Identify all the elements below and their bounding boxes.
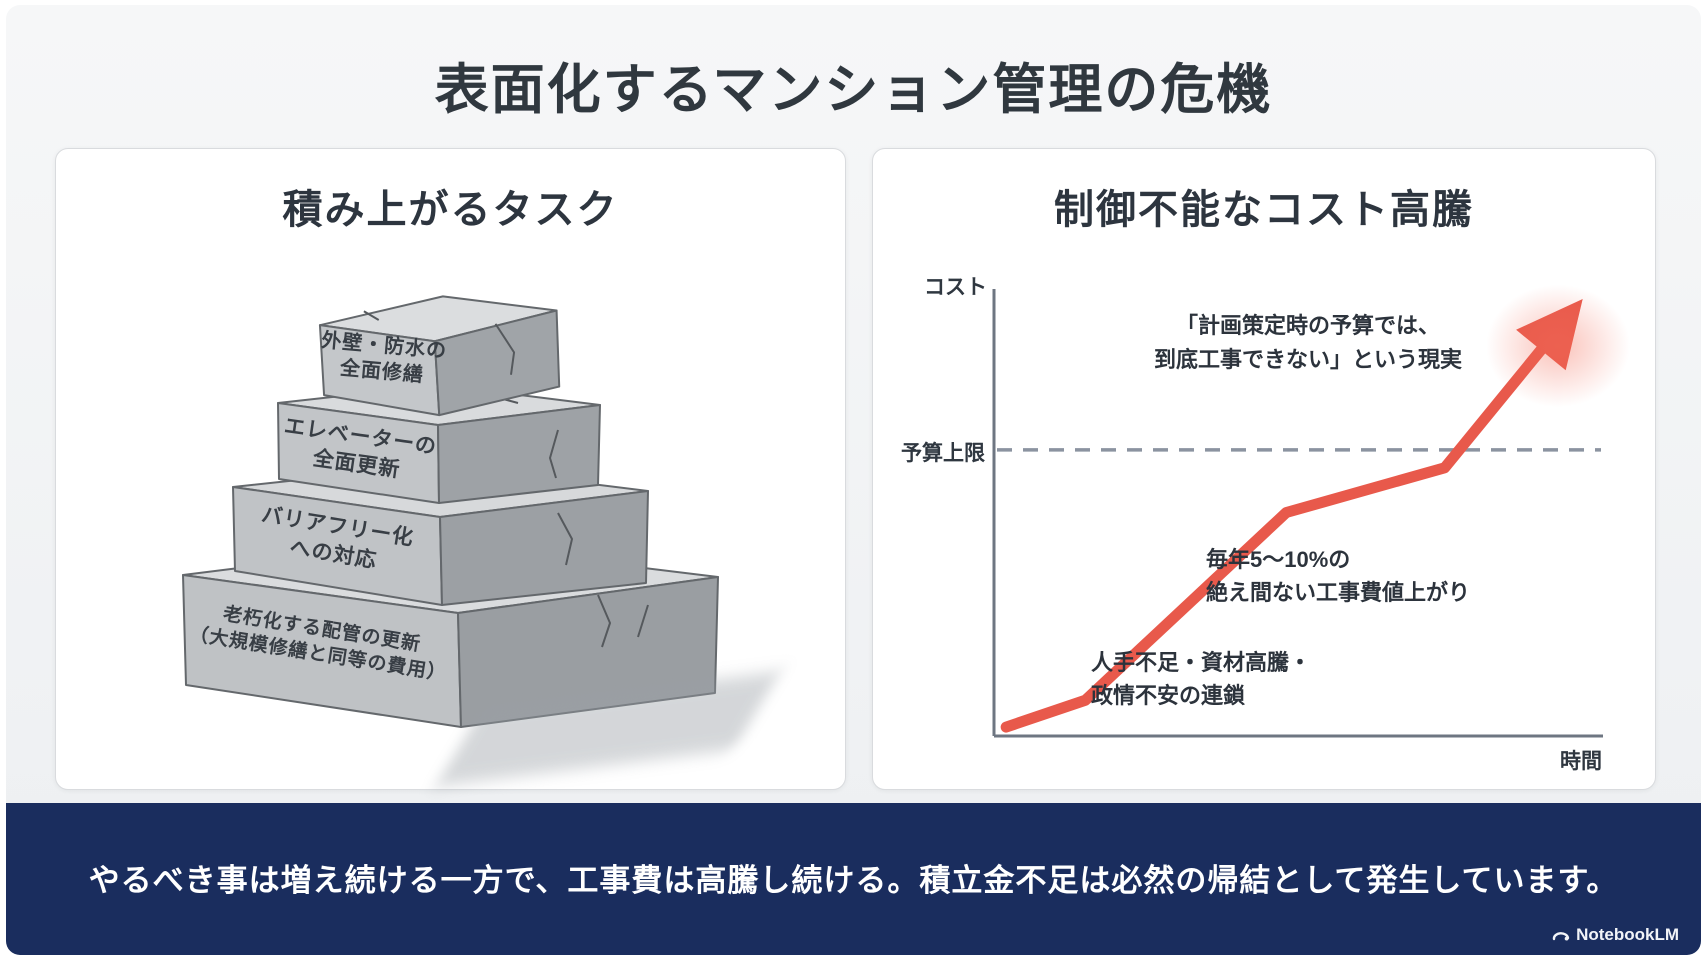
cost-chart: コスト 予算上限 時間 「計画策定時の予算では、 到底工事できない」という現実 … (873, 149, 1658, 791)
stone-pyramid-drawing (182, 295, 719, 728)
x-axis-label: 時間 (1560, 750, 1602, 773)
stone-pyramid-illustration: 外壁・防水の 全面修繕 エレベーターの 全面更新 バリアフリー化 への対応 老朽… (128, 245, 781, 787)
footer-bar: やるべき事は増え続ける一方で、工事費は高騰し続ける。積立金不足は必然の帰結として… (6, 803, 1701, 955)
footer-message: やるべき事は増え続ける一方で、工事費は高騰し続ける。積立金不足は必然の帰結として… (88, 863, 1619, 898)
notebooklm-icon (1552, 932, 1570, 941)
tasks-panel: 積み上がるタスク (55, 148, 846, 790)
stone-block-1 (318, 295, 561, 417)
cost-trend-arrowhead (1516, 299, 1583, 371)
tasks-panel-title: 積み上がるタスク (282, 188, 619, 232)
page-title: 表面化するマンション管理の危機 (434, 60, 1273, 120)
cost-panel-title: 制御不能なコスト高騰 (1054, 188, 1474, 232)
notebooklm-wordmark: NotebookLM (1576, 925, 1679, 944)
slide: 表面化するマンション管理の危機 積み上がるタスク (6, 5, 1701, 955)
cost-panel: 制御不能なコスト高騰 コスト 予算上限 時間 「計画策定時の予算では、 到底工事… (872, 148, 1658, 791)
y-axis-label: コスト (924, 276, 987, 299)
annotation-budget-reality: 「計画策定時の予算では、 到底工事できない」という現実 (1153, 313, 1462, 373)
arrow-glow (1458, 261, 1658, 431)
notebooklm-logo: NotebookLM (1552, 925, 1679, 945)
cost-chart-drawing (992, 289, 1603, 738)
budget-limit-label: 予算上限 (901, 442, 985, 465)
cost-trend-line (1000, 305, 1579, 733)
annotation-causes: 人手不足・資材高騰・ 政情不安の連鎖 (1091, 650, 1312, 708)
annotation-yearly-rate: 毎年5〜10%の 絶え間ない工事費値上がり (1206, 547, 1471, 605)
